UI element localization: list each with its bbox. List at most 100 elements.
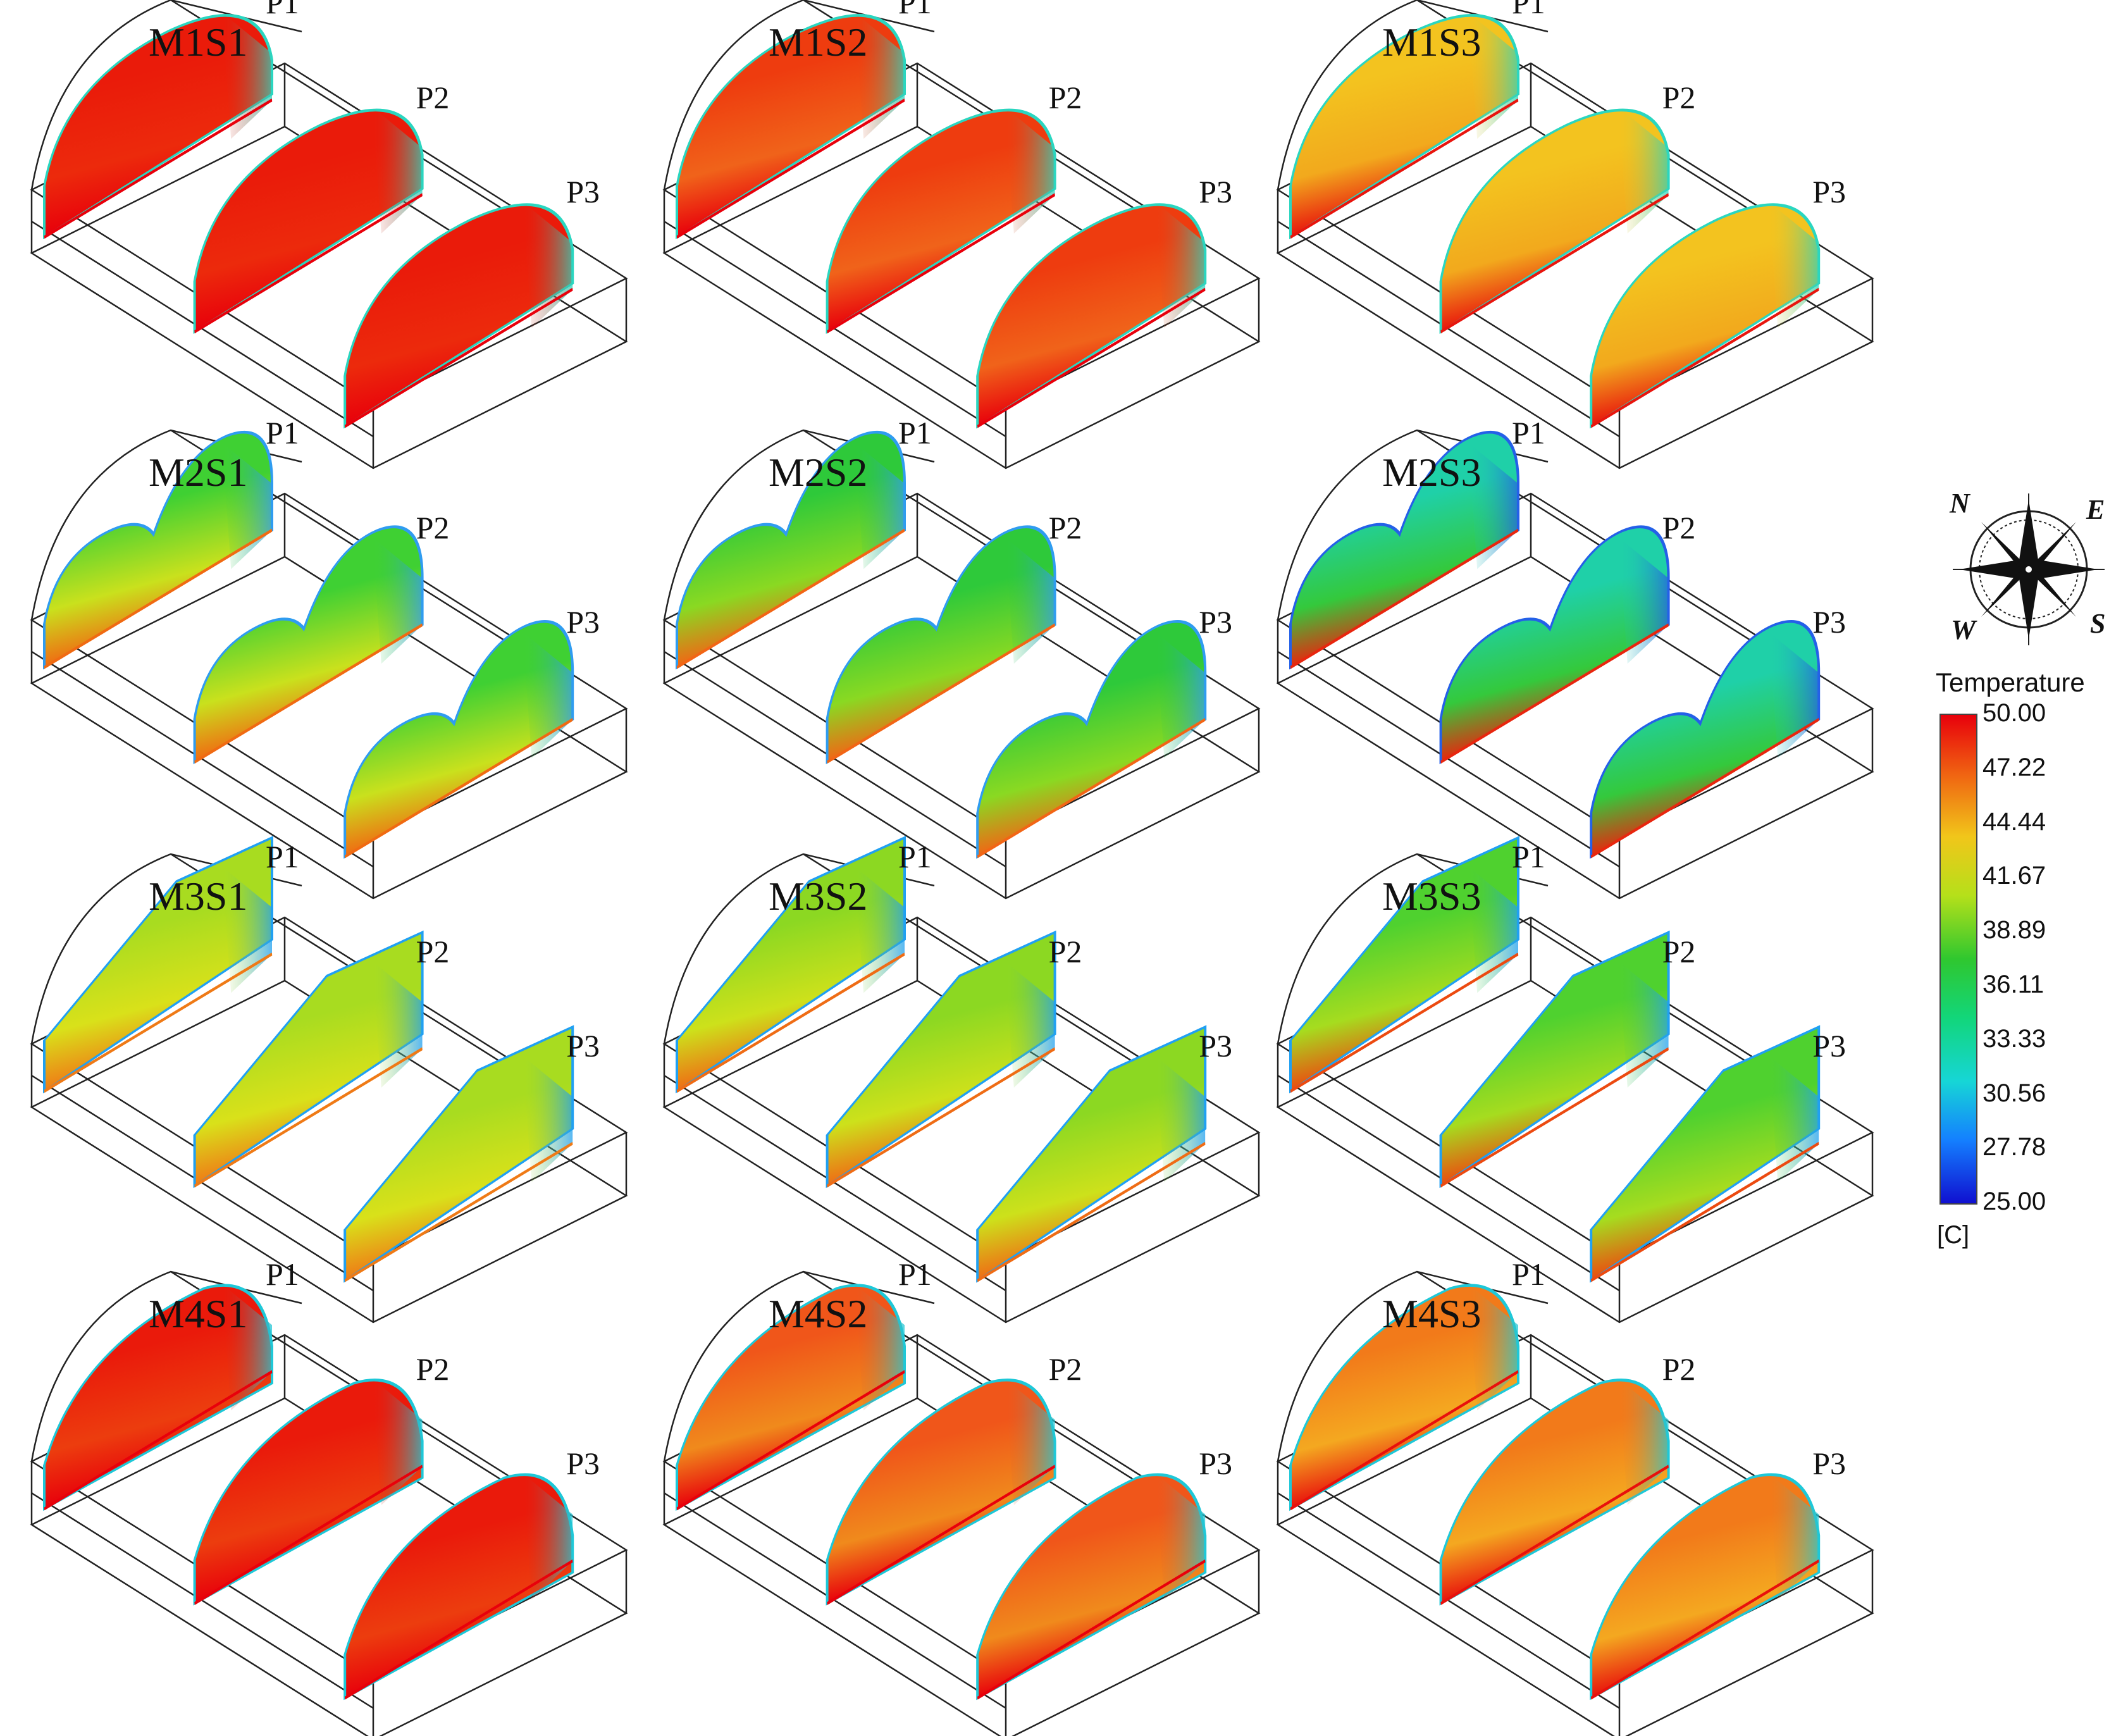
simulation-panel xyxy=(662,1270,1261,1736)
compass-w-label: W xyxy=(1951,614,1976,645)
temperature-section xyxy=(1439,930,1670,1188)
panel-title: M2S3 xyxy=(1382,450,1482,495)
plane-label: P2 xyxy=(1662,509,1696,545)
plane-label: P2 xyxy=(1048,509,1082,545)
temperature-section xyxy=(1439,525,1670,764)
simulation-panel xyxy=(662,429,1261,900)
plane-label: P2 xyxy=(416,79,450,115)
plane-label: P2 xyxy=(1048,79,1082,115)
temperature-section xyxy=(1590,201,1821,429)
temperature-section xyxy=(826,930,1056,1188)
temperature-section xyxy=(343,1025,574,1283)
legend-title: Temperature xyxy=(1936,667,2085,697)
plane-label: P1 xyxy=(898,0,932,20)
compass-e-label: E xyxy=(2086,494,2105,525)
plane-label: P2 xyxy=(1662,79,1696,115)
temperature-section xyxy=(826,525,1056,764)
temperature-section xyxy=(193,930,424,1188)
plane-label: P1 xyxy=(898,839,932,874)
temperature-section xyxy=(1289,430,1519,670)
temperature-section xyxy=(1289,12,1519,240)
temperature-section xyxy=(43,1284,273,1511)
panel-title: M3S3 xyxy=(1382,874,1482,919)
plane-label: P3 xyxy=(566,604,600,640)
panel-title: M4S2 xyxy=(769,1291,868,1336)
plane-label: P3 xyxy=(1812,1446,1846,1482)
plane-label: P1 xyxy=(266,839,299,874)
compass-n-label: N xyxy=(1950,488,1970,519)
temperature-section xyxy=(43,430,273,670)
plane-label: P1 xyxy=(266,1256,299,1292)
legend-tick-label: 27.78 xyxy=(1983,1133,2046,1162)
temperature-section xyxy=(1289,836,1519,1094)
legend-tick-label: 44.44 xyxy=(1983,807,2046,836)
compass-star-icon xyxy=(1953,493,2105,645)
temperature-section xyxy=(1439,1379,1670,1606)
legend-unit: [C] xyxy=(1937,1221,1970,1249)
panel-title: M4S3 xyxy=(1382,1291,1482,1336)
temperature-section xyxy=(676,1284,906,1511)
temperature-section xyxy=(1590,1473,1821,1701)
temperature-section xyxy=(193,107,424,334)
plane-label: P1 xyxy=(1512,415,1545,450)
temperature-section xyxy=(43,836,273,1094)
temperature-section xyxy=(1439,107,1670,334)
legend-tick-label: 30.56 xyxy=(1983,1079,2046,1107)
legend-tick-label: 33.33 xyxy=(1983,1024,2046,1053)
simulation-panel xyxy=(1276,836,1874,1324)
panel-title: M1S3 xyxy=(1382,20,1482,65)
plane-label: P2 xyxy=(1048,1351,1082,1387)
temperature-section xyxy=(193,1379,424,1606)
legend-tick-label: 38.89 xyxy=(1983,916,2046,945)
temperature-section xyxy=(343,1473,574,1701)
temperature-section xyxy=(976,1025,1207,1283)
plane-label: P3 xyxy=(1199,1028,1232,1064)
compass-s-label: S xyxy=(2090,608,2106,639)
legend-tick-label: 25.00 xyxy=(1983,1187,2046,1216)
temperature-section xyxy=(1590,1025,1821,1283)
temperature-section xyxy=(1289,1284,1519,1511)
plane-label: P3 xyxy=(566,174,600,210)
simulation-panel xyxy=(30,429,628,900)
plane-label: P2 xyxy=(416,1351,450,1387)
temperature-section xyxy=(976,1473,1207,1701)
temperature-section xyxy=(976,201,1207,429)
compass-rose: N E W S xyxy=(1943,487,2114,658)
temperature-section xyxy=(676,836,906,1094)
plane-label: P3 xyxy=(1812,1028,1846,1064)
plane-label: P1 xyxy=(898,415,932,450)
simulation-panel xyxy=(662,836,1261,1324)
temperature-section xyxy=(676,12,906,240)
simulation-panel xyxy=(30,1270,628,1736)
plane-label: P3 xyxy=(1199,604,1232,640)
legend-tick-label: 50.00 xyxy=(1983,699,2046,727)
panel-title: M2S1 xyxy=(149,450,248,495)
panel-title: M3S2 xyxy=(769,874,868,919)
simulation-panel xyxy=(1276,429,1874,900)
temperature-section xyxy=(343,620,574,859)
panel-title: M1S1 xyxy=(149,20,248,65)
temperature-section xyxy=(826,107,1056,334)
legend-tick-label: 36.11 xyxy=(1983,970,2044,998)
panel-title: M4S1 xyxy=(149,1291,248,1336)
plane-label: P1 xyxy=(266,415,299,450)
legend-tick-label: 47.22 xyxy=(1983,753,2046,781)
plane-label: P1 xyxy=(1512,0,1545,20)
panel-title: M2S2 xyxy=(769,450,868,495)
legend-tick-label: 41.67 xyxy=(1983,862,2046,890)
temperature-section xyxy=(976,620,1207,859)
simulation-panel xyxy=(30,836,628,1324)
plane-label: P2 xyxy=(416,933,450,969)
temperature-section xyxy=(826,1379,1056,1606)
panel-title: M1S2 xyxy=(769,20,868,65)
plane-label: P2 xyxy=(416,509,450,545)
plane-label: P3 xyxy=(1199,1446,1232,1482)
simulation-panel xyxy=(662,0,1261,469)
plane-label: P3 xyxy=(1812,174,1846,210)
plane-label: P3 xyxy=(566,1446,600,1482)
plane-label: P1 xyxy=(266,0,299,20)
temperature-section xyxy=(43,12,273,240)
simulation-panel xyxy=(30,0,628,469)
